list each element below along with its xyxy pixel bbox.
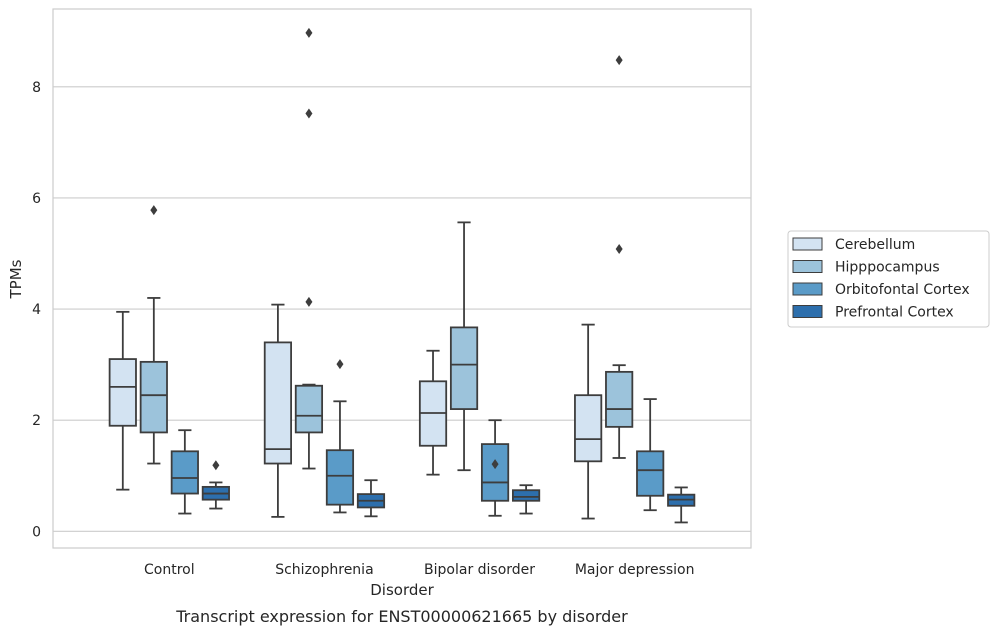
- box: [605, 370, 634, 428]
- box-group: [263, 27, 386, 518]
- box: [449, 326, 479, 410]
- legend-swatch: [792, 305, 823, 318]
- outlier-point: [305, 108, 313, 119]
- outlier-point: [491, 459, 499, 470]
- y-tick-label: 8: [32, 80, 41, 96]
- grid: [53, 86, 751, 532]
- box-groups: [108, 27, 696, 524]
- y-tick-label: 6: [32, 191, 41, 207]
- y-tick-label: 4: [32, 302, 41, 318]
- x-tick-label: Control: [144, 562, 195, 578]
- chart-caption: Transcript expression for ENST0000062166…: [175, 607, 628, 626]
- box: [574, 394, 603, 463]
- x-tick-label: Schizophrenia: [275, 562, 373, 578]
- legend-swatch: [792, 260, 823, 273]
- box: [325, 449, 355, 506]
- box: [512, 489, 541, 502]
- legend-swatch: [792, 237, 823, 251]
- box: [108, 358, 137, 427]
- outlier-point: [615, 55, 623, 66]
- y-tick-label: 0: [32, 524, 41, 540]
- outlier-point: [615, 244, 623, 255]
- box: [480, 443, 510, 502]
- box-group: [574, 55, 696, 524]
- x-tick-label: Major depression: [575, 562, 695, 578]
- legend-entry: Hipppocampus: [835, 260, 940, 276]
- legend-entry: Prefrontal Cortex: [835, 305, 954, 321]
- legend-swatch: [792, 282, 823, 296]
- legend-entry: Orbitofontal Cortex: [835, 282, 970, 298]
- y-axis-ticks: 0 2 4 6 8: [32, 80, 41, 541]
- box: [263, 341, 292, 465]
- x-tick-label: Bipolar disorder: [424, 562, 535, 578]
- outlier-point: [150, 205, 158, 216]
- legend: Cerebellum Hipppocampus Orbitofontal Corte…: [787, 230, 990, 328]
- x-axis-label: Disorder: [370, 581, 434, 599]
- outlier-point: [305, 27, 313, 38]
- outlier-point: [336, 359, 344, 370]
- x-axis-ticks: Control Schizophrenia Bipolar disorder Majo…: [144, 562, 694, 578]
- outlier-point: [212, 460, 220, 471]
- outlier-point: [305, 296, 313, 307]
- box-group: [418, 221, 541, 517]
- y-axis-label: TPMs: [7, 259, 25, 299]
- plot-area: [52, 8, 752, 549]
- box: [636, 450, 665, 497]
- box: [170, 450, 199, 495]
- box: [294, 384, 324, 434]
- y-tick-label: 2: [32, 413, 41, 429]
- legend-entry: Cerebellum: [835, 237, 915, 253]
- legend-frame: [787, 230, 990, 328]
- box-group: [108, 205, 230, 515]
- box: [139, 360, 168, 434]
